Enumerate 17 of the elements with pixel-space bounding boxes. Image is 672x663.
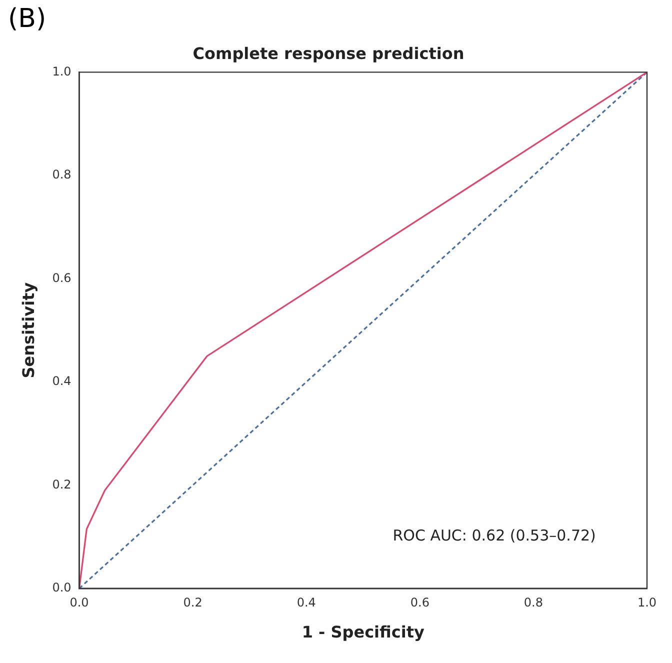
y-tick-label: 0.4 [52,374,72,388]
chart-title: Complete response prediction [192,44,464,63]
y-tick-label: 0.6 [52,270,72,285]
y-tick-label: 0.2 [52,477,72,492]
x-tick-label: 1.0 [637,596,657,610]
x-axis-title: 1 - Specificity [302,622,426,642]
x-tick-label: 0.8 [524,596,544,610]
text: (B) [8,4,46,34]
y-axis-title: Sensitivity [18,282,38,378]
y-tick-label: 1.0 [52,64,72,78]
x-tick-label: 0.0 [70,596,89,610]
x-tick-label: 0.2 [183,596,202,610]
annotation: ROC AUC: 0.62 (0.53–0.72) [392,526,596,545]
y-tick-label: 0.0 [52,580,72,595]
x-tick-label: 0.4 [296,596,316,610]
y-tick-label: 0.8 [52,168,72,182]
x-tick-label: 0.6 [410,596,430,610]
